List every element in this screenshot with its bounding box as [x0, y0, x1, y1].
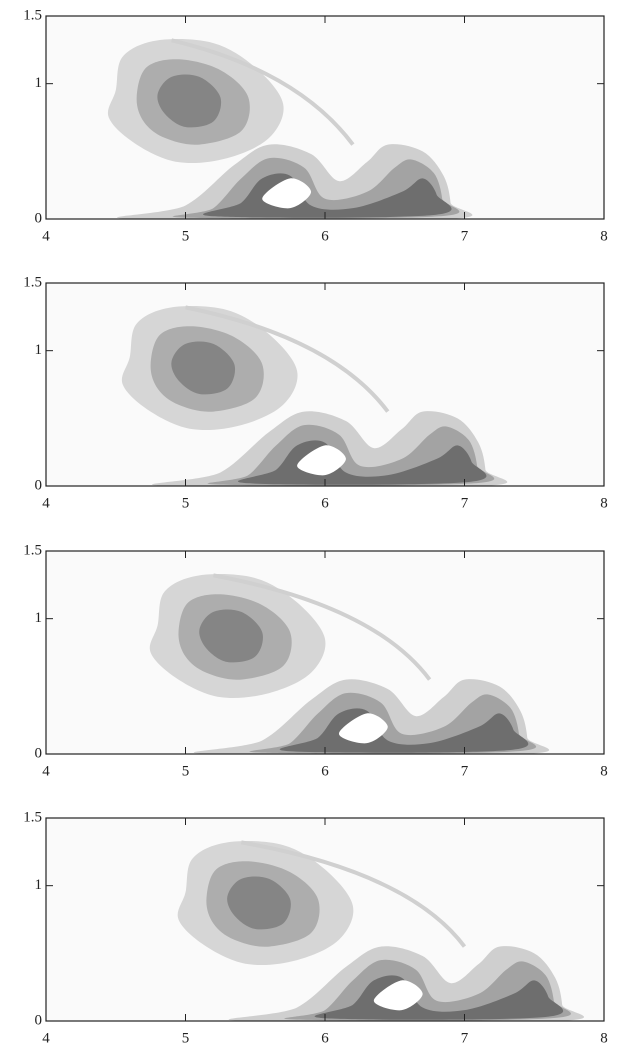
panel: 4 5 6 7 8 0 1 1.5	[23, 7, 608, 244]
x-tick-label: 4	[42, 495, 50, 511]
contours	[107, 38, 473, 219]
y-tick-label: 0	[35, 210, 43, 226]
y-tick-label: 1	[35, 342, 43, 358]
x-tick-label: 5	[182, 495, 190, 511]
x-tick-label: 8	[600, 228, 608, 244]
current-core	[338, 713, 388, 744]
x-tick-label: 8	[600, 1030, 608, 1046]
y-tick-label: 1	[35, 75, 43, 91]
x-tick-label: 7	[461, 228, 469, 244]
vortex-contour	[157, 74, 222, 128]
x-tick-label: 6	[321, 1030, 329, 1046]
streak	[240, 840, 467, 948]
y-tick-label: 0	[35, 477, 43, 493]
x-tick-label: 5	[182, 228, 190, 244]
contours	[177, 840, 584, 1021]
x-tick-label: 7	[461, 1030, 469, 1046]
streak	[213, 573, 432, 681]
panel: 4 5 6 7 8 0 1 1.5	[23, 542, 608, 779]
vortex-contour	[171, 341, 236, 395]
current-contour	[314, 975, 564, 1020]
x-tick-label: 4	[42, 1030, 50, 1046]
y-tick-label: 1	[35, 610, 43, 626]
contours	[149, 573, 550, 754]
streak	[185, 305, 390, 413]
streak	[171, 38, 355, 146]
x-tick-label: 8	[600, 763, 608, 779]
vortex-contour	[227, 876, 291, 930]
current-contour	[237, 440, 487, 485]
x-tick-label: 5	[182, 1030, 190, 1046]
x-tick-label: 6	[321, 763, 329, 779]
x-tick-label: 6	[321, 228, 329, 244]
current-contour	[203, 173, 452, 218]
x-tick-label: 7	[461, 495, 469, 511]
panel: 4 5 6 7 8 0 1 1.5	[23, 809, 608, 1046]
current-contour	[279, 708, 529, 753]
y-tick-label: 1	[35, 877, 43, 893]
current-core	[297, 445, 346, 476]
y-tick-label: 1.5	[23, 542, 42, 558]
x-tick-label: 4	[42, 228, 50, 244]
x-tick-label: 8	[600, 495, 608, 511]
contours	[121, 305, 508, 486]
x-tick-label: 5	[182, 763, 190, 779]
x-tick-label: 4	[42, 763, 50, 779]
y-tick-label: 0	[35, 745, 43, 761]
y-tick-label: 1.5	[23, 274, 42, 290]
current-core	[373, 980, 423, 1011]
y-tick-label: 1.5	[23, 809, 42, 825]
y-tick-label: 0	[35, 1012, 43, 1028]
y-tick-label: 1.5	[23, 7, 42, 23]
x-tick-label: 6	[321, 495, 329, 511]
vortex-contour	[199, 609, 263, 663]
current-core	[262, 178, 312, 209]
x-tick-label: 7	[461, 763, 469, 779]
panel: 4 5 6 7 8 0 1 1.5	[23, 274, 608, 511]
